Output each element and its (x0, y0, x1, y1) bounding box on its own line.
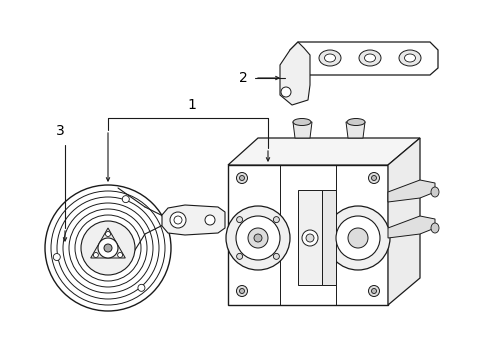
Polygon shape (290, 42, 438, 75)
Circle shape (237, 285, 247, 297)
Ellipse shape (431, 187, 439, 197)
Polygon shape (162, 205, 225, 235)
Circle shape (45, 185, 171, 311)
Circle shape (302, 230, 318, 246)
Circle shape (273, 217, 279, 222)
Polygon shape (388, 216, 435, 238)
Circle shape (371, 288, 376, 293)
Ellipse shape (293, 118, 311, 126)
Polygon shape (388, 138, 420, 305)
Circle shape (205, 215, 215, 225)
Circle shape (306, 234, 314, 242)
Ellipse shape (347, 118, 365, 126)
Circle shape (94, 252, 98, 257)
Circle shape (98, 238, 118, 258)
Circle shape (237, 217, 243, 222)
Circle shape (348, 228, 368, 248)
Circle shape (326, 206, 390, 270)
Polygon shape (293, 122, 312, 138)
Polygon shape (280, 42, 310, 105)
Circle shape (105, 231, 111, 237)
Ellipse shape (324, 54, 336, 62)
Polygon shape (298, 190, 322, 285)
Polygon shape (228, 165, 388, 305)
Text: 2: 2 (239, 71, 248, 85)
Circle shape (254, 234, 262, 242)
Ellipse shape (319, 50, 341, 66)
Text: 3: 3 (56, 124, 64, 138)
Ellipse shape (399, 50, 421, 66)
Ellipse shape (365, 54, 375, 62)
Circle shape (281, 87, 291, 97)
Circle shape (248, 228, 268, 248)
Circle shape (118, 252, 122, 257)
Circle shape (237, 172, 247, 184)
Circle shape (138, 284, 145, 291)
Circle shape (170, 212, 186, 228)
Circle shape (240, 176, 245, 180)
Circle shape (104, 244, 112, 252)
Circle shape (240, 288, 245, 293)
Circle shape (236, 216, 280, 260)
Circle shape (368, 172, 379, 184)
Polygon shape (228, 138, 420, 165)
Polygon shape (322, 190, 336, 285)
Circle shape (237, 253, 243, 260)
Ellipse shape (405, 54, 416, 62)
Circle shape (53, 253, 60, 261)
Ellipse shape (431, 223, 439, 233)
Circle shape (174, 216, 182, 224)
Circle shape (226, 206, 290, 270)
Circle shape (81, 221, 135, 275)
Polygon shape (346, 122, 365, 138)
Ellipse shape (359, 50, 381, 66)
Text: 1: 1 (188, 98, 196, 112)
Circle shape (371, 176, 376, 180)
Circle shape (368, 285, 379, 297)
Polygon shape (388, 180, 435, 202)
Circle shape (122, 195, 129, 203)
Polygon shape (91, 228, 125, 258)
Circle shape (273, 253, 279, 260)
Circle shape (336, 216, 380, 260)
